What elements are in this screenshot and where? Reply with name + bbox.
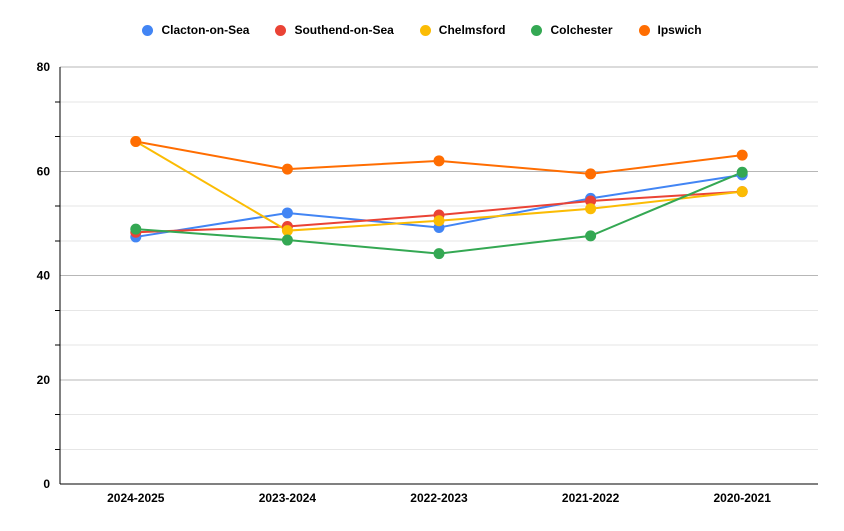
- data-point-chelmsford[interactable]: [585, 203, 597, 215]
- data-point-colchester[interactable]: [736, 166, 748, 178]
- y-axis-label: 60: [37, 164, 51, 178]
- legend-dot-southend-on-sea: [275, 24, 287, 36]
- x-axis-label: 2022-2023: [410, 491, 468, 505]
- legend-item-chelmsford[interactable]: Chelmsford: [419, 23, 506, 37]
- data-point-ipswich[interactable]: [585, 168, 597, 180]
- legend-dot-ipswich: [638, 24, 650, 36]
- y-axis-label: 80: [37, 60, 51, 74]
- legend-dot-chelmsford: [419, 24, 431, 36]
- data-point-chelmsford[interactable]: [281, 225, 293, 237]
- data-point-ipswich[interactable]: [281, 163, 293, 175]
- legend: Clacton-on-Sea Southend-on-Sea Chelmsford C…: [0, 23, 844, 37]
- legend-item-ipswich[interactable]: Ipswich: [638, 23, 702, 37]
- legend-label: Ipswich: [657, 23, 702, 37]
- legend-item-colchester[interactable]: Colchester: [531, 23, 613, 37]
- data-point-clacton-on-sea[interactable]: [281, 207, 293, 219]
- legend-label: Southend-on-Sea: [294, 23, 394, 37]
- x-axis-label: 2021-2022: [562, 491, 620, 505]
- legend-item-clacton-on-sea[interactable]: Clacton-on-Sea: [142, 23, 249, 37]
- legend-item-southend-on-sea[interactable]: Southend-on-Sea: [275, 23, 394, 37]
- data-point-colchester[interactable]: [130, 223, 142, 235]
- y-axis-label: 20: [37, 373, 51, 387]
- legend-label: Chelmsford: [438, 23, 506, 37]
- data-point-southend-on-sea[interactable]: [585, 195, 597, 207]
- data-point-ipswich[interactable]: [736, 149, 748, 161]
- legend-label: Colchester: [550, 23, 613, 37]
- data-point-ipswich[interactable]: [130, 136, 142, 148]
- data-point-colchester[interactable]: [281, 234, 293, 246]
- y-axis-label: 0: [43, 477, 50, 491]
- legend-dot-clacton-on-sea: [142, 24, 154, 36]
- data-point-ipswich[interactable]: [433, 155, 445, 167]
- data-point-colchester[interactable]: [585, 230, 597, 242]
- y-axis-label: 40: [37, 269, 51, 283]
- data-point-chelmsford[interactable]: [736, 186, 748, 198]
- x-axis-label: 2020-2021: [714, 491, 772, 505]
- data-point-chelmsford[interactable]: [433, 215, 445, 227]
- legend-dot-colchester: [531, 24, 543, 36]
- x-axis-label: 2024-2025: [107, 491, 165, 505]
- legend-label: Clacton-on-Sea: [161, 23, 250, 37]
- x-axis-label: 2023-2024: [259, 491, 317, 505]
- data-point-colchester[interactable]: [433, 248, 445, 260]
